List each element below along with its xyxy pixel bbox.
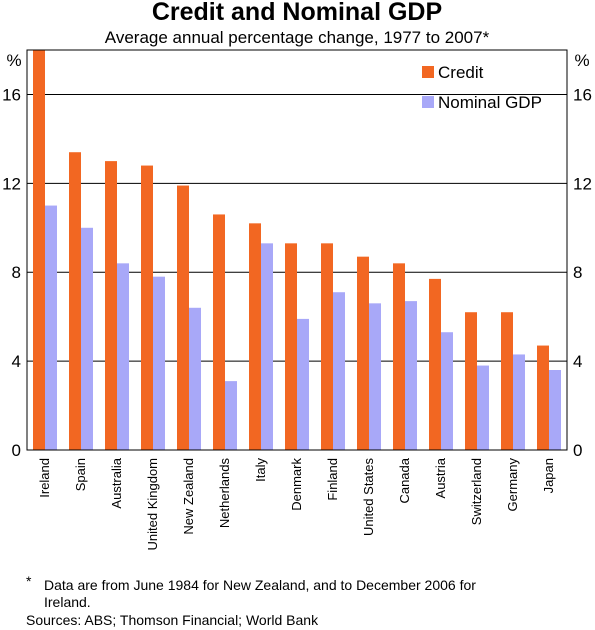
legend-label: Credit	[438, 63, 484, 82]
y-tick-label-right: 8	[573, 263, 582, 282]
bar-credit	[33, 50, 45, 450]
bar-credit	[105, 161, 117, 450]
footnote-line-2: Ireland.	[44, 594, 91, 610]
bar-nominal-gdp	[441, 332, 453, 450]
bar-nominal-gdp	[261, 243, 273, 450]
bar-credit	[249, 223, 261, 450]
chart-title: Credit and Nominal GDP	[152, 0, 442, 26]
footnote-marker: *	[26, 573, 32, 589]
y-tick-label-right: 12	[573, 174, 592, 193]
category-label: Australia	[109, 457, 124, 508]
y-tick-label-left: 16	[2, 85, 21, 104]
category-label: Netherlands	[217, 458, 232, 529]
category-label: United States	[361, 458, 376, 537]
plot-frame	[26, 49, 568, 451]
y-tick-label-left: 0	[12, 441, 21, 460]
category-label: Finland	[325, 458, 340, 501]
bar-credit	[141, 165, 153, 451]
y-tick-label-left: 8	[12, 263, 21, 282]
bar-nominal-gdp	[333, 292, 345, 450]
bar-nominal-gdp	[405, 301, 417, 450]
y-tick-label-left: 12	[2, 174, 21, 193]
bar-credit	[321, 243, 333, 450]
bar-nominal-gdp	[117, 263, 129, 450]
bar-nominal-gdp	[225, 381, 237, 450]
bar-credit	[357, 256, 369, 450]
bar-credit	[285, 243, 297, 450]
category-label: Italy	[253, 458, 268, 482]
y-tick-labels: 0 0 4 4 8 8 12 12 16 16	[2, 85, 592, 460]
chart-subtitle: Average annual percentage change, 1977 t…	[105, 28, 490, 47]
category-label: Spain	[73, 458, 88, 491]
bar-nominal-gdp	[153, 276, 165, 450]
category-label: Switzerland	[469, 458, 484, 525]
category-label: Canada	[397, 457, 412, 503]
category-label: Ireland	[37, 458, 52, 498]
sources-note: Sources: ABS; Thomson Financial; World B…	[26, 612, 319, 628]
bar-nominal-gdp	[189, 307, 201, 450]
y-tick-label-right: 16	[573, 85, 592, 104]
category-label: United Kingdom	[145, 458, 160, 551]
y-tick-label-right: 4	[573, 352, 582, 371]
category-labels: Ireland Spain Australia United Kingdom New Z…	[37, 457, 556, 550]
category-label: Germany	[505, 458, 520, 512]
legend: Credit Nominal GDP	[422, 63, 542, 112]
bar-nominal-gdp	[477, 365, 489, 450]
bar-nominal-gdp	[81, 227, 93, 450]
bar-nominal-gdp	[45, 205, 57, 450]
y-axis-unit-right: %	[574, 51, 589, 70]
bars	[33, 50, 561, 451]
bar-credit	[465, 312, 477, 450]
bar-credit	[501, 312, 513, 450]
bar-credit	[213, 214, 225, 450]
y-tick-label-right: 0	[573, 441, 582, 460]
category-label: Japan	[541, 458, 556, 493]
y-axis-unit-left: %	[6, 51, 21, 70]
y-tick-label-left: 4	[12, 352, 21, 371]
bar-credit	[69, 152, 81, 450]
bar-credit	[393, 263, 405, 450]
bar-nominal-gdp	[549, 370, 561, 450]
bar-nominal-gdp	[513, 354, 525, 450]
category-label: New Zealand	[181, 458, 196, 535]
bar-credit	[429, 278, 441, 450]
legend-label: Nominal GDP	[438, 93, 542, 112]
category-label: Austria	[433, 457, 448, 498]
bar-nominal-gdp	[369, 303, 381, 450]
footnote-line-1: Data are from June 1984 for New Zealand,…	[44, 577, 476, 593]
category-label: Denmark	[289, 458, 304, 511]
bar-nominal-gdp	[297, 318, 309, 450]
legend-swatch	[422, 96, 434, 108]
legend-swatch	[422, 66, 434, 78]
bar-credit	[177, 185, 189, 451]
bar-credit	[537, 345, 549, 450]
